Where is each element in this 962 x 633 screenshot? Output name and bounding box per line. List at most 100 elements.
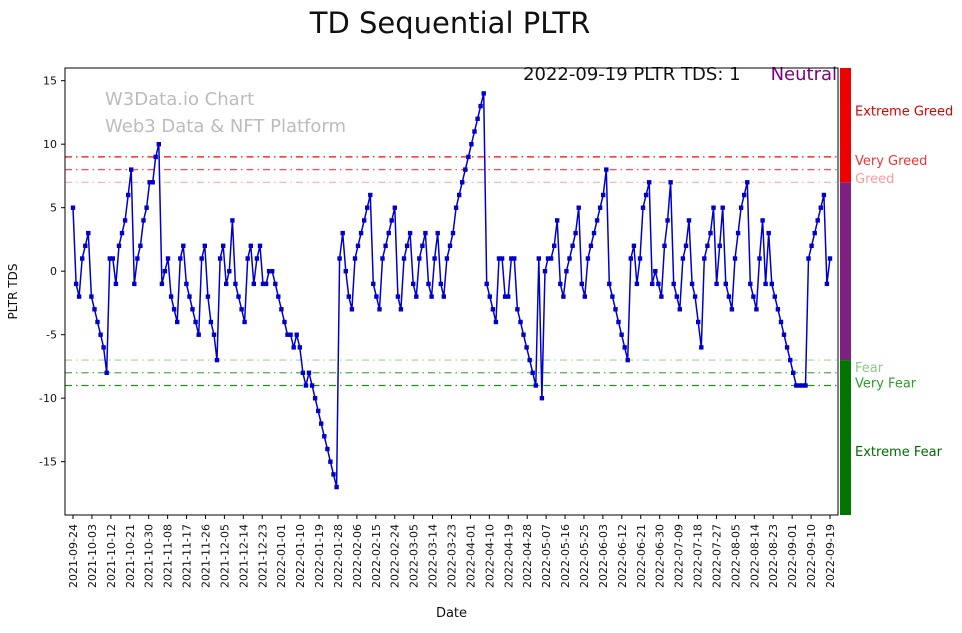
data-point-marker bbox=[686, 218, 692, 223]
data-point-marker bbox=[337, 256, 342, 261]
data-point-marker bbox=[582, 294, 587, 299]
data-point-marker bbox=[349, 307, 355, 312]
data-point-marker bbox=[214, 357, 220, 363]
data-point-marker bbox=[781, 332, 787, 337]
data-point-marker bbox=[469, 142, 474, 147]
sentiment-label: Extreme Greed bbox=[855, 105, 953, 120]
data-point-marker bbox=[463, 167, 468, 172]
data-point-marker bbox=[653, 269, 658, 274]
x-tick-label: 2022-06-12 bbox=[616, 524, 629, 588]
data-point-marker bbox=[502, 294, 508, 299]
data-point-marker bbox=[628, 256, 633, 261]
data-point-marker bbox=[147, 180, 152, 185]
sentiment-status: Neutral bbox=[770, 64, 837, 85]
data-point-marker bbox=[398, 307, 404, 312]
data-point-marker bbox=[162, 269, 168, 274]
data-point-marker bbox=[815, 218, 820, 223]
x-tick-label: 2021-10-21 bbox=[124, 524, 137, 588]
data-point-marker bbox=[156, 142, 161, 147]
data-point-marker bbox=[812, 230, 817, 236]
data-point-marker bbox=[352, 256, 358, 261]
data-point-marker bbox=[772, 294, 777, 299]
data-point-marker bbox=[536, 256, 541, 261]
data-point-marker bbox=[248, 243, 253, 248]
data-point-marker bbox=[797, 383, 802, 388]
data-point-marker bbox=[306, 370, 312, 375]
data-point-marker bbox=[76, 294, 82, 299]
data-point-marker bbox=[717, 243, 722, 248]
data-point-marker bbox=[723, 281, 728, 287]
x-tick-label: 2021-10-12 bbox=[105, 524, 118, 588]
data-point-marker bbox=[594, 218, 600, 223]
latest-value-annotation: 2022-09-19 PLTR TDS: 1 Neutral bbox=[65, 64, 837, 85]
data-point-marker bbox=[138, 243, 143, 248]
data-point-marker bbox=[190, 307, 195, 312]
data-point-marker bbox=[98, 332, 103, 337]
x-tick-label: 2022-06-03 bbox=[597, 524, 610, 588]
data-point-marker bbox=[159, 281, 165, 287]
x-tick-label: 2022-03-14 bbox=[427, 524, 440, 588]
data-point-marker bbox=[791, 370, 796, 375]
sentiment-colorbar-zone bbox=[840, 360, 851, 515]
data-point-marker bbox=[680, 256, 686, 261]
data-point-marker bbox=[545, 256, 551, 261]
data-point-marker bbox=[371, 281, 376, 287]
data-point-marker bbox=[116, 243, 122, 248]
data-point-marker bbox=[696, 319, 701, 325]
x-tick-label: 2022-08-23 bbox=[767, 524, 780, 588]
data-point-marker bbox=[769, 281, 774, 287]
data-point-marker bbox=[316, 408, 321, 414]
data-point-marker bbox=[404, 243, 410, 248]
sentiment-label: Greed bbox=[855, 172, 894, 187]
data-point-marker bbox=[132, 281, 137, 287]
data-point-marker bbox=[671, 281, 676, 287]
data-point-marker bbox=[334, 484, 339, 490]
sentiment-label: Very Fear bbox=[855, 376, 917, 391]
data-point-marker bbox=[92, 307, 97, 312]
data-point-marker bbox=[414, 294, 419, 299]
data-point-marker bbox=[659, 294, 664, 299]
x-tick-label: 2022-04-01 bbox=[464, 524, 477, 588]
data-point-marker bbox=[521, 332, 526, 337]
sentiment-label: Very Greed bbox=[855, 154, 927, 169]
x-tick-label: 2022-07-18 bbox=[692, 524, 705, 588]
data-point-marker bbox=[601, 192, 606, 198]
data-point-marker bbox=[288, 332, 293, 337]
data-point-marker bbox=[622, 345, 627, 350]
x-tick-label: 2022-09-10 bbox=[805, 524, 818, 588]
plot-border bbox=[64, 67, 839, 516]
x-tick-label: 2021-10-03 bbox=[86, 524, 99, 588]
data-point-marker bbox=[236, 294, 241, 299]
data-point-marker bbox=[668, 180, 673, 185]
data-point-marker bbox=[558, 281, 563, 287]
x-tick-label: 2021-11-17 bbox=[181, 524, 194, 588]
data-point-marker bbox=[184, 281, 189, 287]
x-tick-label: 2021-12-14 bbox=[237, 524, 250, 588]
data-point-marker bbox=[729, 307, 735, 312]
data-point-marker bbox=[674, 294, 679, 299]
data-point-marker bbox=[104, 370, 109, 375]
x-tick-label: 2022-06-21 bbox=[635, 524, 648, 588]
data-point-marker bbox=[211, 332, 217, 337]
data-point-marker bbox=[70, 205, 76, 210]
data-point-marker bbox=[233, 281, 238, 287]
data-point-marker bbox=[380, 256, 385, 261]
data-point-marker bbox=[506, 294, 511, 299]
data-point-marker bbox=[447, 243, 453, 248]
x-tick-label: 2021-12-05 bbox=[218, 524, 231, 588]
data-point-marker bbox=[702, 256, 707, 261]
data-point-marker bbox=[230, 218, 235, 223]
data-point-marker bbox=[788, 357, 793, 363]
data-point-marker bbox=[401, 256, 407, 261]
x-tick-label: 2022-08-14 bbox=[748, 524, 761, 588]
data-point-marker bbox=[466, 154, 471, 160]
data-point-marker bbox=[542, 269, 548, 274]
x-tick-label: 2022-05-25 bbox=[578, 524, 591, 588]
data-point-marker bbox=[417, 256, 422, 261]
data-point-marker bbox=[346, 294, 351, 299]
data-point-marker bbox=[625, 357, 630, 363]
data-point-marker bbox=[358, 230, 364, 236]
data-point-marker bbox=[208, 319, 214, 325]
data-point-marker bbox=[89, 294, 94, 299]
data-point-marker bbox=[604, 167, 609, 172]
